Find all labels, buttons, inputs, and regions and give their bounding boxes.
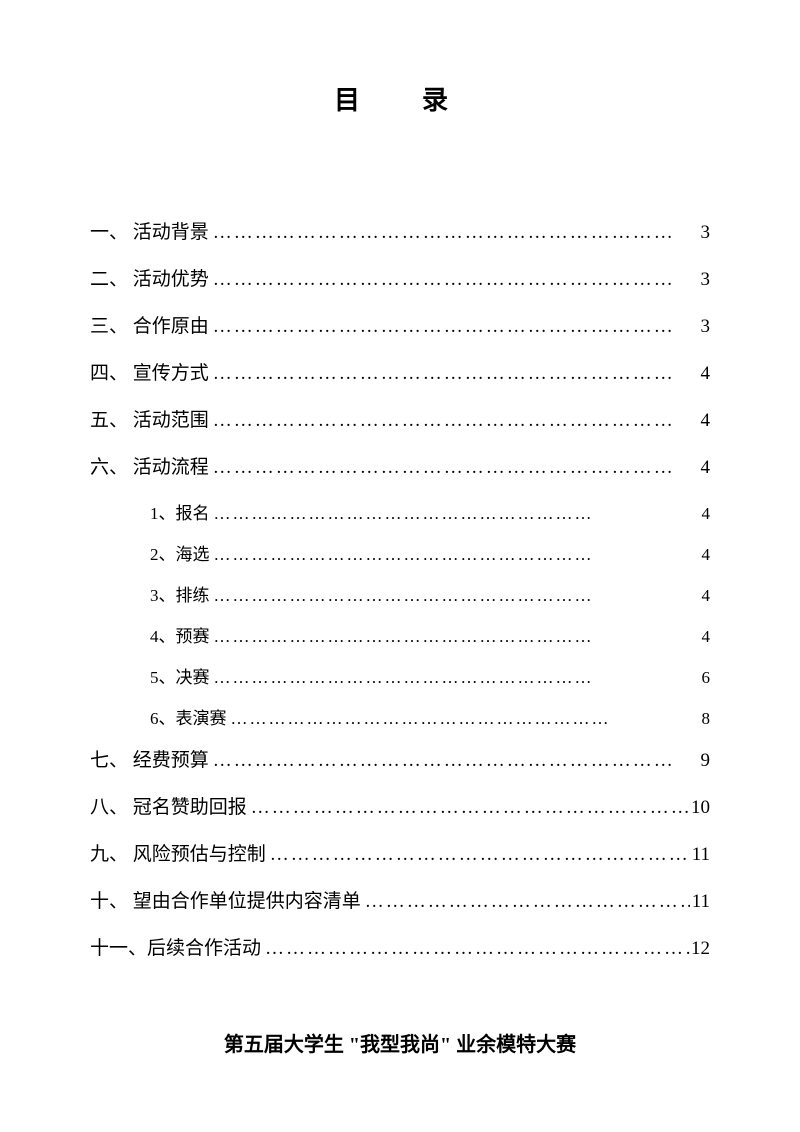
- toc-label: 3、排练: [150, 581, 210, 606]
- toc-label: 5、决赛: [150, 663, 210, 688]
- toc-dots: ……………………………………………………: [210, 586, 691, 606]
- page-title: 目 录: [90, 80, 710, 117]
- toc-label: 四、 宣传方式: [90, 358, 209, 385]
- toc-item: 十、 望由合作单位提供内容清单 …………………………………………………………11: [90, 886, 710, 913]
- toc-label: 二、 活动优势: [90, 264, 209, 291]
- toc-item: 八、 冠名赞助回报…………………………………………………………10: [90, 792, 710, 819]
- toc-label: 4、预赛: [150, 622, 210, 647]
- toc-dots: ……………………………………………………: [210, 627, 691, 647]
- toc-dots: …………………………………………………………: [209, 457, 690, 479]
- toc-label: 十一、后续合作活动: [90, 933, 261, 960]
- toc-label: 六、 活动流程: [90, 452, 209, 479]
- toc-label: 十、 望由合作单位提供内容清单: [90, 886, 361, 913]
- toc-page: 4: [690, 504, 710, 524]
- toc-label: 一、 活动背景: [90, 217, 209, 244]
- toc-page: 11: [690, 844, 710, 866]
- toc-item: 四、 宣传方式…………………………………………………………4: [90, 358, 710, 385]
- toc-dots: ……………………………………………………: [210, 668, 691, 688]
- toc-dots: …………………………………………………………: [261, 938, 690, 960]
- toc-item: 七、 经费预算…………………………………………………………9: [90, 745, 710, 772]
- toc-page: 4: [690, 545, 710, 565]
- toc-item: 九、 风险预估与控制 …………………………………………………………11: [90, 839, 710, 866]
- toc-dots: …………………………………………………………: [361, 891, 690, 913]
- toc-dots: …………………………………………………………: [209, 410, 690, 432]
- toc-page: 8: [690, 709, 710, 729]
- toc-dots: ……………………………………………………: [227, 709, 691, 729]
- toc-page: 4: [690, 457, 710, 479]
- toc-label: 八、 冠名赞助回报: [90, 792, 247, 819]
- toc-dots: …………………………………………………………: [209, 222, 690, 244]
- toc-dots: …………………………………………………………: [247, 797, 690, 819]
- toc-item: 一、 活动背景…………………………………………………………3: [90, 217, 710, 244]
- toc-page: 6: [690, 668, 710, 688]
- toc-item: 1、报名……………………………………………………4: [90, 499, 710, 524]
- toc-item: 三、 合作原由…………………………………………………………3: [90, 311, 710, 338]
- toc-page: 4: [690, 627, 710, 647]
- toc-page: 4: [690, 410, 710, 432]
- toc-label: 6、表演赛: [150, 704, 227, 729]
- toc-page: 12: [690, 938, 710, 960]
- toc-dots: …………………………………………………………: [266, 844, 690, 866]
- toc-label: 七、 经费预算: [90, 745, 209, 772]
- toc-item: 6、表演赛……………………………………………………8: [90, 704, 710, 729]
- toc-dots: ……………………………………………………: [210, 545, 691, 565]
- toc-page: 4: [690, 586, 710, 606]
- toc-dots: …………………………………………………………: [209, 316, 690, 338]
- toc-dots: …………………………………………………………: [209, 269, 690, 291]
- toc-page: 10: [690, 797, 710, 819]
- toc-item: 5、决赛……………………………………………………6: [90, 663, 710, 688]
- toc-label: 九、 风险预估与控制: [90, 839, 266, 866]
- toc-label: 1、报名: [150, 499, 210, 524]
- toc-label: 2、海选: [150, 540, 210, 565]
- toc-item: 十一、后续合作活动 …………………………………………………………12: [90, 933, 710, 960]
- toc-dots: …………………………………………………………: [209, 750, 690, 772]
- toc-dots: ……………………………………………………: [210, 504, 691, 524]
- toc-label: 五、 活动范围: [90, 405, 209, 432]
- toc-page: 4: [690, 363, 710, 385]
- footer-text: 第五届大学生 "我型我尚" 业余模特大赛: [0, 1028, 800, 1057]
- toc-item: 六、 活动流程…………………………………………………………4: [90, 452, 710, 479]
- toc-item: 4、预赛……………………………………………………4: [90, 622, 710, 647]
- toc-label: 三、 合作原由: [90, 311, 209, 338]
- toc-page: 3: [690, 269, 710, 291]
- toc-page: 3: [690, 316, 710, 338]
- toc-list: 一、 活动背景…………………………………………………………3二、 活动优势…………: [90, 217, 710, 960]
- toc-item: 五、 活动范围…………………………………………………………4: [90, 405, 710, 432]
- toc-page: 3: [690, 222, 710, 244]
- toc-item: 2、海选……………………………………………………4: [90, 540, 710, 565]
- toc-page: 9: [690, 750, 710, 772]
- toc-item: 3、排练……………………………………………………4: [90, 581, 710, 606]
- toc-dots: …………………………………………………………: [209, 363, 690, 385]
- toc-item: 二、 活动优势…………………………………………………………3: [90, 264, 710, 291]
- toc-page: 11: [690, 891, 710, 913]
